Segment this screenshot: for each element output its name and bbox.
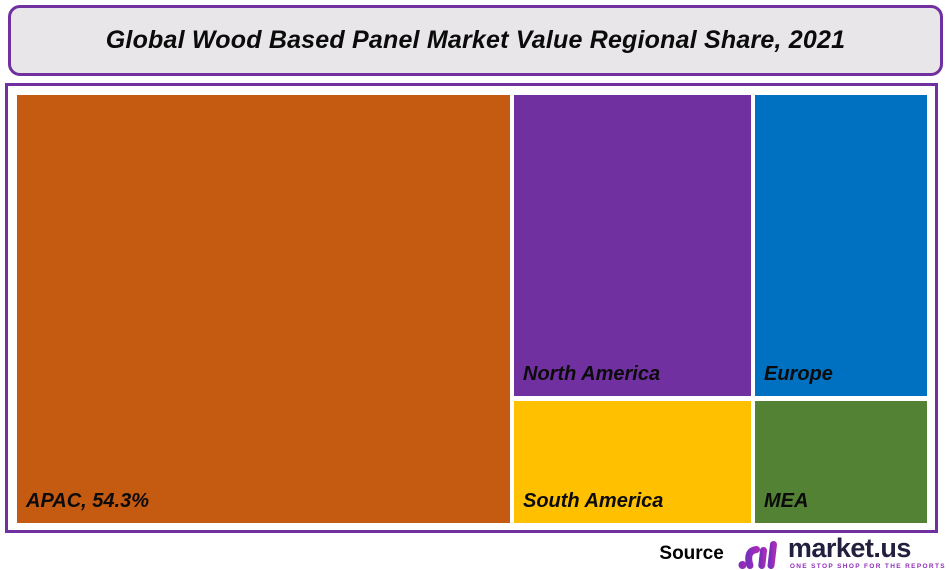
tile-label-europe: Europe	[764, 363, 833, 385]
treemap-tile-north-america: North America	[514, 95, 751, 396]
marketus-brand-name: market.us	[787, 532, 912, 563]
treemap-column-right: Europe MEA	[755, 95, 927, 523]
treemap-tile-mea: MEA	[755, 401, 927, 523]
tile-label-mea: MEA	[764, 490, 809, 512]
treemap-chart: APAC, 54.3% North America South America …	[5, 83, 938, 533]
tile-label-apac: APAC, 54.3%	[26, 490, 150, 512]
marketus-logo-icon	[738, 541, 777, 569]
marketus-brand-tagline: ONE STOP SHOP FOR THE REPORTS	[789, 562, 946, 570]
chart-title-banner: Global Wood Based Panel Market Value Reg…	[8, 5, 943, 76]
treemap-tile-apac: APAC, 54.3%	[17, 95, 510, 523]
chart-title: Global Wood Based Panel Market Value Reg…	[105, 26, 846, 54]
treemap-tile-europe: Europe	[755, 95, 927, 396]
tile-label-north-america: North America	[523, 363, 661, 385]
treemap-tile-south-america: South America	[514, 401, 751, 523]
treemap-tiles: APAC, 54.3% North America South America …	[8, 86, 935, 530]
source-footer: Source market.us ONE STOP SHOP FOR THE R…	[659, 534, 946, 570]
treemap-column-middle: North America South America	[514, 95, 751, 523]
tile-label-south-america: South America	[523, 490, 664, 512]
marketus-brand-block: market.us ONE STOP SHOP FOR THE REPORTS	[787, 532, 946, 570]
source-label: Source	[659, 543, 724, 564]
